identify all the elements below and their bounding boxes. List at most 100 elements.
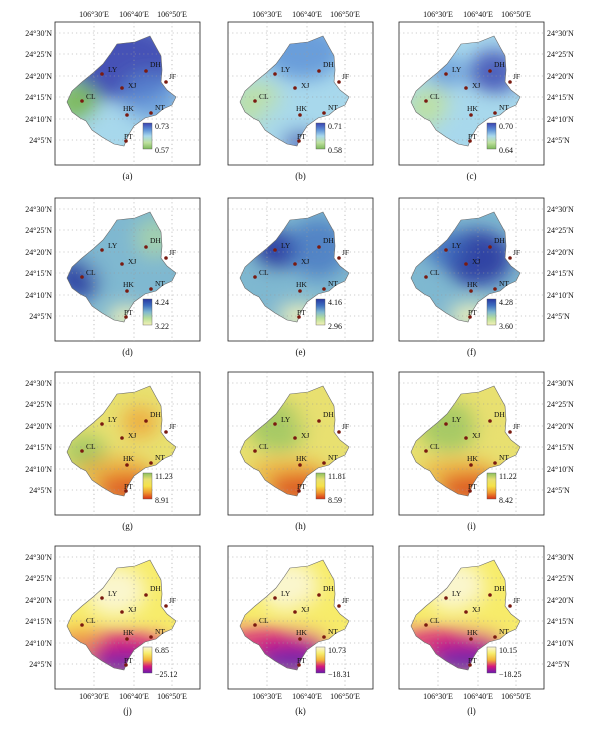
lat-label-left: 24°15′N bbox=[25, 617, 52, 626]
basin-boundary bbox=[410, 559, 521, 671]
station-dot-xj bbox=[293, 86, 297, 90]
station-label-pt: PT bbox=[297, 656, 306, 665]
station-label-ly: LY bbox=[281, 589, 291, 598]
station-label-pt: PT bbox=[124, 308, 133, 317]
colorbar: 4.28 3.60 bbox=[486, 298, 513, 331]
lat-label-right: 24°25′N bbox=[547, 574, 574, 583]
station-label-hk: HK bbox=[296, 454, 307, 463]
graticule bbox=[55, 198, 200, 341]
station-dot-nt bbox=[322, 461, 326, 465]
station-dot-pt bbox=[297, 139, 301, 143]
legend-min-value: 8.91 bbox=[155, 496, 169, 505]
station-label-pt: PT bbox=[124, 656, 133, 665]
station-dot-nt bbox=[493, 461, 497, 465]
station-label-jf: JF bbox=[169, 248, 176, 257]
lat-label-right: 24°5′N bbox=[547, 660, 570, 669]
lat-label-right: 24°5′N bbox=[547, 486, 570, 495]
lon-label-bottom: 106°30′E bbox=[79, 692, 109, 701]
lon-label-bottom: 106°40′E bbox=[463, 692, 493, 701]
station-label-jf: JF bbox=[169, 596, 176, 605]
basin-boundary bbox=[410, 211, 521, 323]
basin-boundary bbox=[410, 385, 521, 497]
station-dot-dh bbox=[144, 593, 148, 597]
legend-max-value: 6.85 bbox=[155, 646, 169, 655]
colorbar: 4.24 3.22 bbox=[142, 298, 169, 331]
station-label-ly: LY bbox=[281, 65, 291, 74]
station-dot-xj bbox=[464, 262, 468, 266]
station-dot-dh bbox=[317, 419, 321, 423]
map-panel-a: LY DH JF XJ CL HK NT PT 0.73 0.57 106°30′E 106°40′E… bbox=[25, 10, 201, 181]
station-label-jf: JF bbox=[342, 596, 349, 605]
station-label-jf: JF bbox=[342, 72, 349, 81]
station-label-hk: HK bbox=[467, 454, 478, 463]
station-dot-hk bbox=[469, 289, 473, 293]
lat-label-right: 24°15′N bbox=[547, 443, 574, 452]
station-label-nt: NT bbox=[499, 453, 509, 462]
station-dot-nt bbox=[493, 111, 497, 115]
lat-label-right: 24°10′N bbox=[547, 639, 574, 648]
lat-label-left: 24°20′N bbox=[25, 248, 52, 257]
station-dot-ly bbox=[444, 72, 448, 76]
station-dot-nt bbox=[322, 111, 326, 115]
station-dot-pt bbox=[124, 139, 128, 143]
station-label-cl: CL bbox=[259, 616, 269, 625]
legend-min-value: 8.42 bbox=[499, 496, 513, 505]
station-label-dh: DH bbox=[323, 236, 334, 245]
station-dot-xj bbox=[120, 436, 124, 440]
station-label-ly: LY bbox=[108, 65, 118, 74]
legend-min-value: 0.58 bbox=[328, 146, 342, 155]
lat-label-left: 24°10′N bbox=[25, 639, 52, 648]
legend-max-value: 4.24 bbox=[155, 298, 169, 307]
station-dot-dh bbox=[488, 245, 492, 249]
station-label-dh: DH bbox=[494, 584, 505, 593]
lat-label-right: 24°15′N bbox=[547, 269, 574, 278]
station-dot-pt bbox=[124, 315, 128, 319]
station-dot-xj bbox=[293, 262, 297, 266]
station-dot-jf bbox=[164, 80, 168, 84]
station-label-cl: CL bbox=[86, 442, 96, 451]
lat-label-left: 24°20′N bbox=[25, 72, 52, 81]
colorbar: 10.15 −18.25 bbox=[486, 646, 522, 679]
station-label-pt: PT bbox=[124, 132, 133, 141]
basin-boundary bbox=[66, 211, 177, 323]
lat-label-left: 24°10′N bbox=[25, 291, 52, 300]
station-label-nt: NT bbox=[328, 627, 338, 636]
station-label-cl: CL bbox=[259, 92, 269, 101]
station-dot-xj bbox=[293, 436, 297, 440]
station-dot-hk bbox=[469, 463, 473, 467]
station-label-xj: XJ bbox=[301, 81, 309, 90]
station-label-jf: JF bbox=[513, 72, 520, 81]
panel-label: (b) bbox=[295, 171, 306, 181]
station-label-jf: JF bbox=[513, 422, 520, 431]
station-dot-cl bbox=[80, 99, 84, 103]
lon-label-top: 106°30′E bbox=[79, 10, 109, 19]
station-dot-xj bbox=[464, 436, 468, 440]
station-dot-cl bbox=[253, 623, 257, 627]
station-dot-dh bbox=[488, 69, 492, 73]
station-dot-dh bbox=[317, 69, 321, 73]
legend-min-value: 3.60 bbox=[499, 322, 513, 331]
station-dot-cl bbox=[253, 275, 257, 279]
graticule bbox=[55, 22, 200, 165]
station-dot-dh bbox=[317, 245, 321, 249]
station-label-dh: DH bbox=[494, 236, 505, 245]
lat-label-left: 24°30′N bbox=[25, 379, 52, 388]
station-label-dh: DH bbox=[323, 584, 334, 593]
station-label-jf: JF bbox=[342, 248, 349, 257]
lat-label-right: 24°10′N bbox=[547, 465, 574, 474]
panel-label: (e) bbox=[296, 347, 306, 357]
graticule bbox=[55, 546, 200, 689]
station-label-pt: PT bbox=[297, 132, 306, 141]
lon-label-bottom: 106°40′E bbox=[119, 692, 149, 701]
station-label-pt: PT bbox=[468, 656, 477, 665]
station-dot-cl bbox=[424, 449, 428, 453]
basin-boundary bbox=[239, 211, 350, 323]
legend-min-value: 0.64 bbox=[499, 146, 513, 155]
lat-label-left: 24°20′N bbox=[25, 596, 52, 605]
lat-label-right: 24°25′N bbox=[547, 400, 574, 409]
station-dot-ly bbox=[273, 248, 277, 252]
map-panel-b: LY DH JF XJ CL HK NT PT 0.71 0.58 106°30′E 106°40′E… bbox=[227, 10, 374, 181]
station-label-dh: DH bbox=[494, 60, 505, 69]
basin-boundary bbox=[410, 35, 521, 147]
station-dot-pt bbox=[124, 489, 128, 493]
